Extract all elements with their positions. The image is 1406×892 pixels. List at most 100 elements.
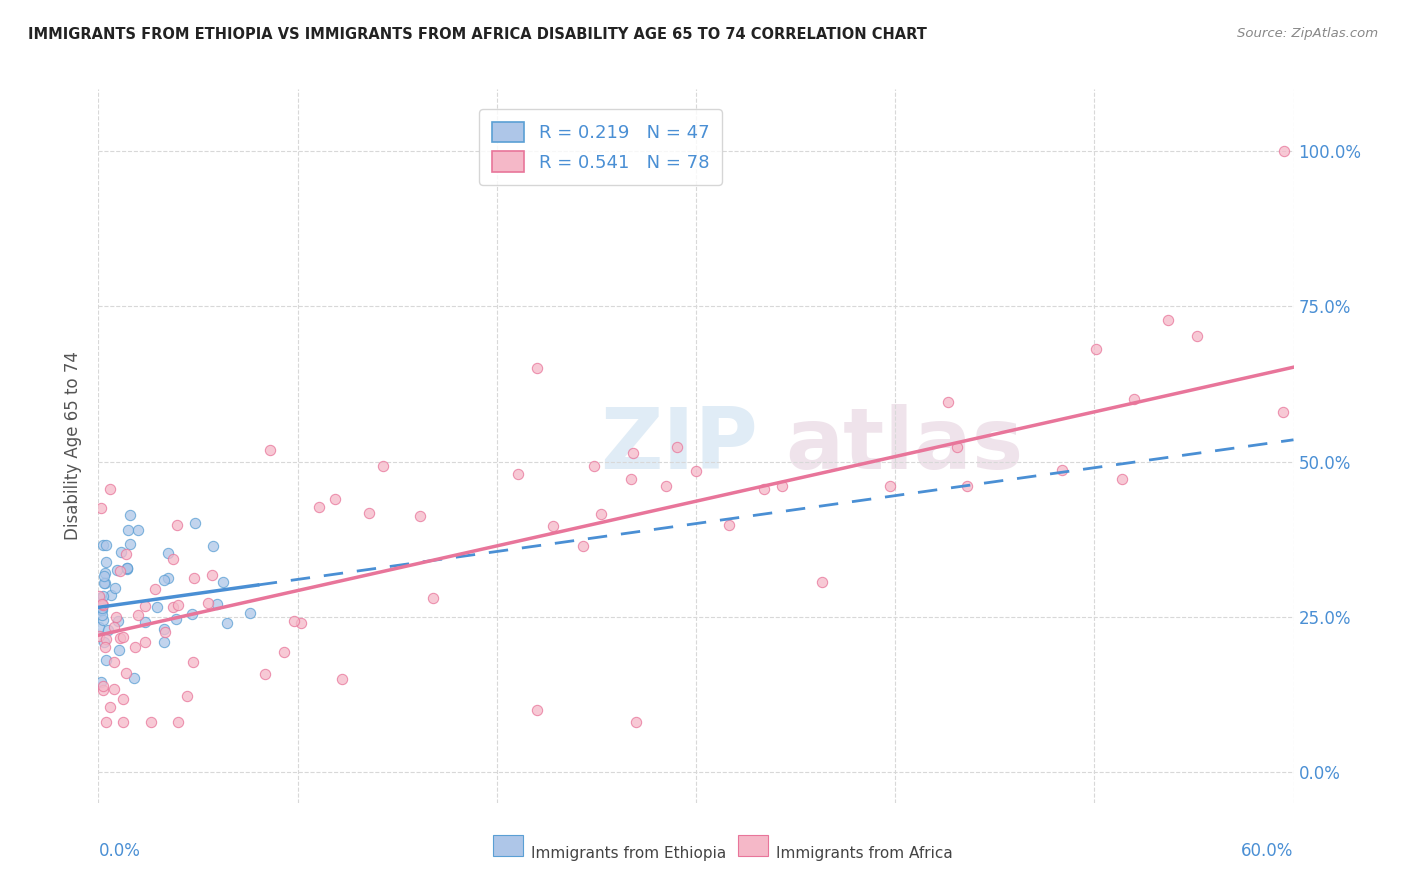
Point: [1272, 145, 1295, 159]
Point: [90, 603, 112, 617]
Point: [665, 440, 688, 454]
Point: [1111, 472, 1133, 486]
Point: [156, 546, 179, 560]
Point: [201, 540, 224, 554]
Point: [181, 655, 204, 669]
Point: [89, 596, 111, 610]
Text: Source: ZipAtlas.com: Source: ZipAtlas.com: [1237, 27, 1378, 40]
Text: Immigrants from Ethiopia: Immigrants from Ethiopia: [531, 846, 727, 861]
Point: [118, 537, 141, 551]
Point: [211, 574, 233, 589]
Point: [103, 655, 125, 669]
Point: [91, 601, 114, 615]
Point: [166, 715, 188, 730]
Point: [98, 700, 121, 714]
Point: [1084, 343, 1107, 357]
Point: [717, 517, 740, 532]
Point: [110, 632, 132, 646]
Point: [239, 606, 262, 620]
Point: [254, 667, 277, 681]
Point: [124, 640, 146, 654]
Point: [94, 575, 117, 590]
Point: [1052, 462, 1074, 476]
Point: [117, 560, 139, 574]
Point: [526, 703, 548, 717]
Point: [879, 479, 901, 493]
Point: [134, 615, 156, 629]
Point: [956, 479, 979, 493]
Point: [91, 613, 114, 627]
Point: [176, 689, 198, 703]
Point: [508, 467, 530, 482]
Point: [620, 471, 643, 485]
Point: [936, 395, 959, 409]
Point: [91, 538, 114, 552]
Text: ZIP: ZIP: [600, 404, 758, 488]
Point: [205, 597, 228, 611]
Point: [122, 671, 145, 685]
Point: [112, 692, 135, 706]
Point: [139, 715, 162, 730]
Point: [621, 446, 644, 460]
Point: [752, 482, 775, 496]
Point: [105, 563, 128, 577]
Point: [107, 614, 129, 628]
Point: [94, 538, 117, 552]
Point: [811, 575, 834, 590]
Point: [91, 607, 114, 622]
Point: [1187, 329, 1209, 343]
Point: [87, 629, 110, 643]
Point: [155, 625, 177, 640]
Point: [1157, 313, 1180, 327]
Point: [90, 501, 112, 516]
Point: [308, 500, 330, 514]
Point: [589, 507, 612, 521]
Point: [654, 479, 676, 493]
Point: [146, 600, 169, 615]
Point: [283, 614, 305, 628]
Point: [93, 635, 115, 649]
Point: [541, 519, 564, 533]
Legend: R = 0.219   N = 47, R = 0.541   N = 78: R = 0.219 N = 47, R = 0.541 N = 78: [479, 109, 721, 185]
Point: [104, 581, 127, 595]
Point: [422, 591, 444, 605]
Point: [108, 643, 131, 657]
Point: [97, 623, 120, 637]
Point: [582, 458, 605, 473]
Point: [945, 440, 967, 454]
Point: [152, 622, 174, 636]
Y-axis label: Disability Age 65 to 74: Disability Age 65 to 74: [65, 351, 83, 541]
Point: [127, 523, 149, 537]
Point: [94, 555, 117, 569]
Point: [357, 506, 380, 520]
Point: [526, 361, 548, 376]
Point: [93, 568, 115, 582]
Point: [127, 607, 149, 622]
Point: [118, 508, 141, 522]
Point: [134, 599, 156, 613]
Point: [93, 598, 115, 612]
Bar: [494, 835, 523, 856]
Text: IMMIGRANTS FROM ETHIOPIA VS IMMIGRANTS FROM AFRICA DISABILITY AGE 65 TO 74 CORRE: IMMIGRANTS FROM ETHIOPIA VS IMMIGRANTS F…: [28, 27, 927, 42]
Point: [94, 566, 117, 580]
Point: [91, 597, 114, 611]
Point: [134, 635, 156, 649]
Point: [157, 571, 180, 585]
Point: [197, 596, 219, 610]
Point: [1123, 392, 1146, 406]
Point: [165, 612, 187, 626]
Point: [115, 547, 138, 561]
Point: [100, 588, 122, 602]
Point: [685, 464, 707, 478]
Point: [183, 516, 205, 530]
Point: [166, 599, 188, 613]
Point: [98, 482, 121, 496]
Point: [166, 518, 188, 533]
Point: [115, 562, 138, 576]
Point: [111, 715, 134, 730]
Point: [96, 715, 118, 730]
Point: [290, 616, 312, 631]
Point: [103, 681, 125, 696]
Point: [259, 442, 281, 457]
Text: Immigrants from Africa: Immigrants from Africa: [776, 846, 953, 861]
